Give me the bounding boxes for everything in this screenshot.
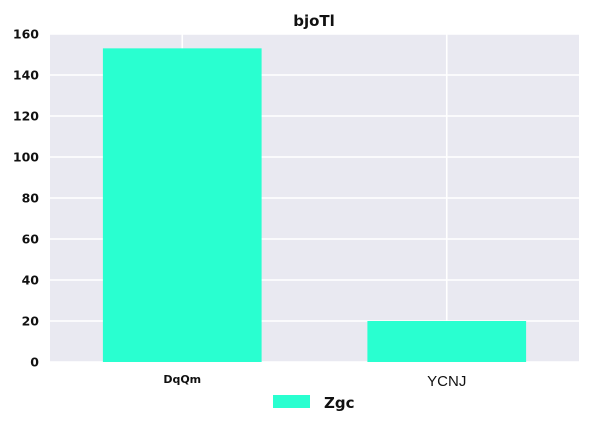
legend-label-zgc: Zgc (324, 394, 355, 412)
legend-swatch (273, 395, 310, 408)
y-tick-label: 160 (13, 27, 39, 42)
bars (102, 48, 527, 362)
y-tick-label: 100 (13, 150, 39, 165)
y-tick-label: 120 (13, 109, 39, 124)
y-tick-label: 80 (22, 191, 40, 206)
y-tick-label: 0 (30, 355, 39, 370)
y-tick-label: 60 (22, 232, 40, 247)
x-axis-ticks: DqQm YCNJ (163, 373, 466, 390)
y-tick-label: 20 (22, 314, 40, 329)
y-axis-ticks: 0 20 40 60 80 100 120 140 160 (13, 27, 39, 370)
y-tick-label: 140 (13, 68, 39, 83)
x-tick-label-ycnj: YCNJ (427, 373, 466, 390)
y-tick-label: 40 (22, 273, 40, 288)
x-tick-label-dqqm: DqQm (163, 373, 201, 386)
bar-dqqm (102, 48, 262, 362)
legend: Zgc (273, 394, 355, 412)
chart-title: bjoTl (293, 12, 335, 30)
bar-ycnj (367, 321, 527, 362)
